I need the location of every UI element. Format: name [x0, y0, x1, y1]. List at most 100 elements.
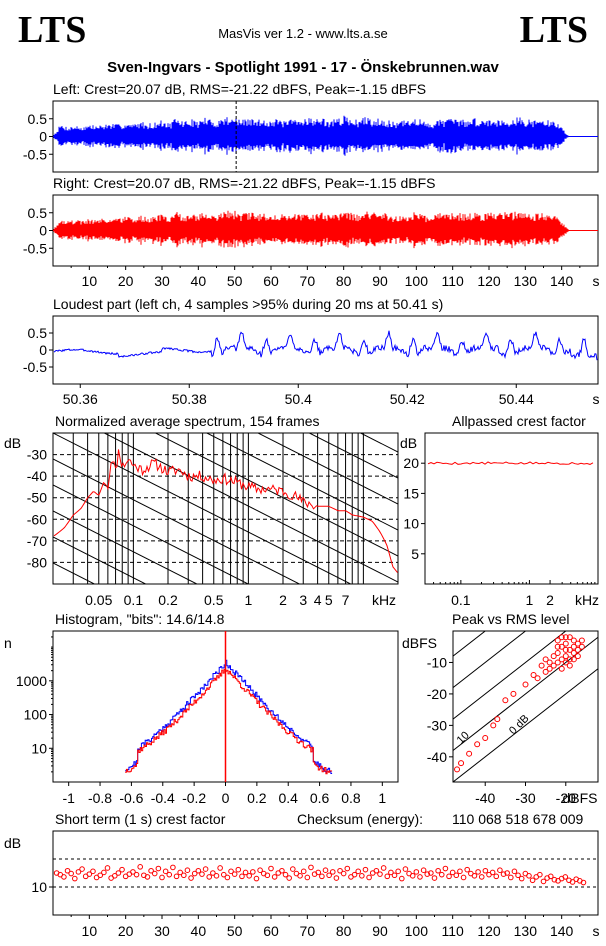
loudest-xtick-label: 50.42: [390, 391, 425, 407]
short-crest-point: [337, 867, 343, 874]
left-waveform-ytick-label: 0: [39, 129, 47, 145]
spectrum-xtick-label: 3: [299, 592, 307, 608]
spectrum-grid: [53, 433, 398, 584]
right-waveform-title: Right: Crest=20.07 dB, RMS=-21.22 dBFS, …: [53, 175, 435, 191]
short-crest-point: [235, 866, 242, 873]
pvr-point: [574, 640, 581, 647]
version-text: MasVis ver 1.2 - www.lts.a.se: [218, 26, 388, 41]
left-waveform-title: Left: Crest=20.07 dB, RMS=-21.22 dBFS, P…: [53, 81, 426, 97]
time-axis-label: 20: [118, 273, 134, 289]
histogram-ytick-label: 100: [24, 707, 48, 723]
short-crest-point: [195, 867, 202, 874]
histogram-xtick-label: 0.4: [278, 790, 298, 806]
short-crest-ylabel: dB: [4, 835, 21, 851]
pvr-ytick-label: -40: [427, 749, 447, 765]
time-axis-label: 100: [405, 273, 429, 289]
spectrum-slope-line: [53, 484, 250, 584]
short-crest-point: [177, 869, 183, 876]
short-crest-point: [497, 867, 503, 874]
right-waveform-ytick-label: -0.5: [23, 240, 47, 256]
spectrum-ytick-label: -50: [27, 490, 47, 506]
short-crest-point: [133, 871, 140, 878]
histogram-xtick-label: -0.8: [88, 790, 112, 806]
short-crest-point: [75, 869, 82, 875]
spectrum-slope-line: [154, 433, 398, 557]
histogram-right: [125, 668, 333, 775]
time-axis-label: 140: [550, 273, 574, 289]
pvr-point: [458, 760, 465, 767]
short-crest-point: [333, 875, 340, 881]
short-crest-point: [315, 869, 322, 876]
allpass-xtick-label: 0.1: [451, 592, 471, 608]
time-axis-label: 80: [336, 273, 352, 289]
pvr-point: [538, 662, 545, 669]
short-crest-point: [395, 868, 401, 875]
pvr-xunit: dBFS: [562, 790, 597, 806]
time-axis-label: 40: [191, 273, 207, 289]
short-crest-point: [359, 873, 365, 879]
histogram-xtick-label: 0.2: [247, 790, 267, 806]
short-crest-point: [373, 867, 380, 874]
short-crest-point: [290, 866, 296, 872]
short-crest-point: [319, 873, 325, 880]
short-crest-point: [351, 871, 358, 878]
allpass-title: Allpassed crest factor: [452, 413, 586, 429]
short-crest-xtick-label: 130: [514, 923, 538, 939]
pvr-point: [510, 690, 517, 697]
loudest-xunit: s: [593, 391, 600, 407]
spectrum-ytick-label: -70: [27, 533, 47, 549]
short-crest-point: [242, 869, 249, 876]
short-crest-point: [569, 879, 576, 885]
pvr-point: [570, 637, 577, 644]
loudest-xtick-label: 50.44: [499, 391, 534, 407]
histogram-xtick-label: 0.8: [341, 790, 361, 806]
short-crest-point: [170, 864, 176, 871]
pvr-point: [454, 766, 461, 773]
short-crest-point: [173, 873, 180, 880]
short-crest-point: [384, 873, 391, 880]
short-crest-point: [115, 870, 122, 876]
short-crest-point: [210, 870, 216, 876]
pvr-ytick-label: -20: [427, 686, 447, 702]
pvr-point: [578, 643, 585, 650]
spectrum-slope-line: [53, 510, 199, 584]
short-crest-point: [224, 874, 231, 881]
short-crest-point: [279, 867, 285, 874]
short-crest-point: [489, 869, 496, 876]
short-crest-point: [104, 865, 111, 871]
histogram-title: Histogram, "bits": 14.6/14.8: [55, 611, 225, 627]
allpass-ytick-label: 20: [403, 455, 419, 471]
short-crest-point: [246, 873, 252, 879]
short-crest-point: [431, 875, 438, 881]
pvr-xtick-label: -40: [475, 790, 495, 806]
allpass-ylabel: dB: [400, 435, 417, 451]
spectrum-ytick-label: -80: [27, 554, 47, 570]
short-crest-point: [460, 874, 467, 881]
short-crest-point: [464, 866, 471, 873]
short-crest-point: [551, 876, 558, 883]
histogram-xtick-label: -1: [62, 790, 75, 806]
spectrum-curve: [53, 449, 398, 573]
histogram-xtick-label: 0: [222, 790, 230, 806]
pvr-point: [502, 697, 509, 704]
spectrum-slopes: [53, 433, 398, 584]
short-crest-point: [504, 870, 510, 876]
histogram-xtick-label: -0.2: [182, 790, 206, 806]
short-crest-xunit: s: [593, 923, 600, 939]
short-crest-point: [61, 874, 67, 880]
spectrum-xunit: kHz: [372, 592, 396, 608]
short-crest-point: [130, 869, 136, 875]
pvr-title: Peak vs RMS level: [452, 611, 569, 627]
spectrum-xtick-label: 4: [314, 592, 322, 608]
short-crest-point: [199, 871, 205, 877]
time-axis-label: 50: [227, 273, 243, 289]
allpass-ytick-label: 5: [411, 546, 419, 562]
short-crest-point: [562, 874, 569, 880]
pvr-crest-label: 0 dB: [507, 713, 531, 737]
loudest-signal: [53, 330, 598, 361]
short-crest-point: [540, 878, 547, 885]
short-crest-point: [380, 865, 387, 871]
short-crest-point: [482, 867, 489, 874]
pvr-crest-label: 10: [455, 729, 472, 746]
loudest-ytick-label: 0.5: [28, 325, 48, 341]
